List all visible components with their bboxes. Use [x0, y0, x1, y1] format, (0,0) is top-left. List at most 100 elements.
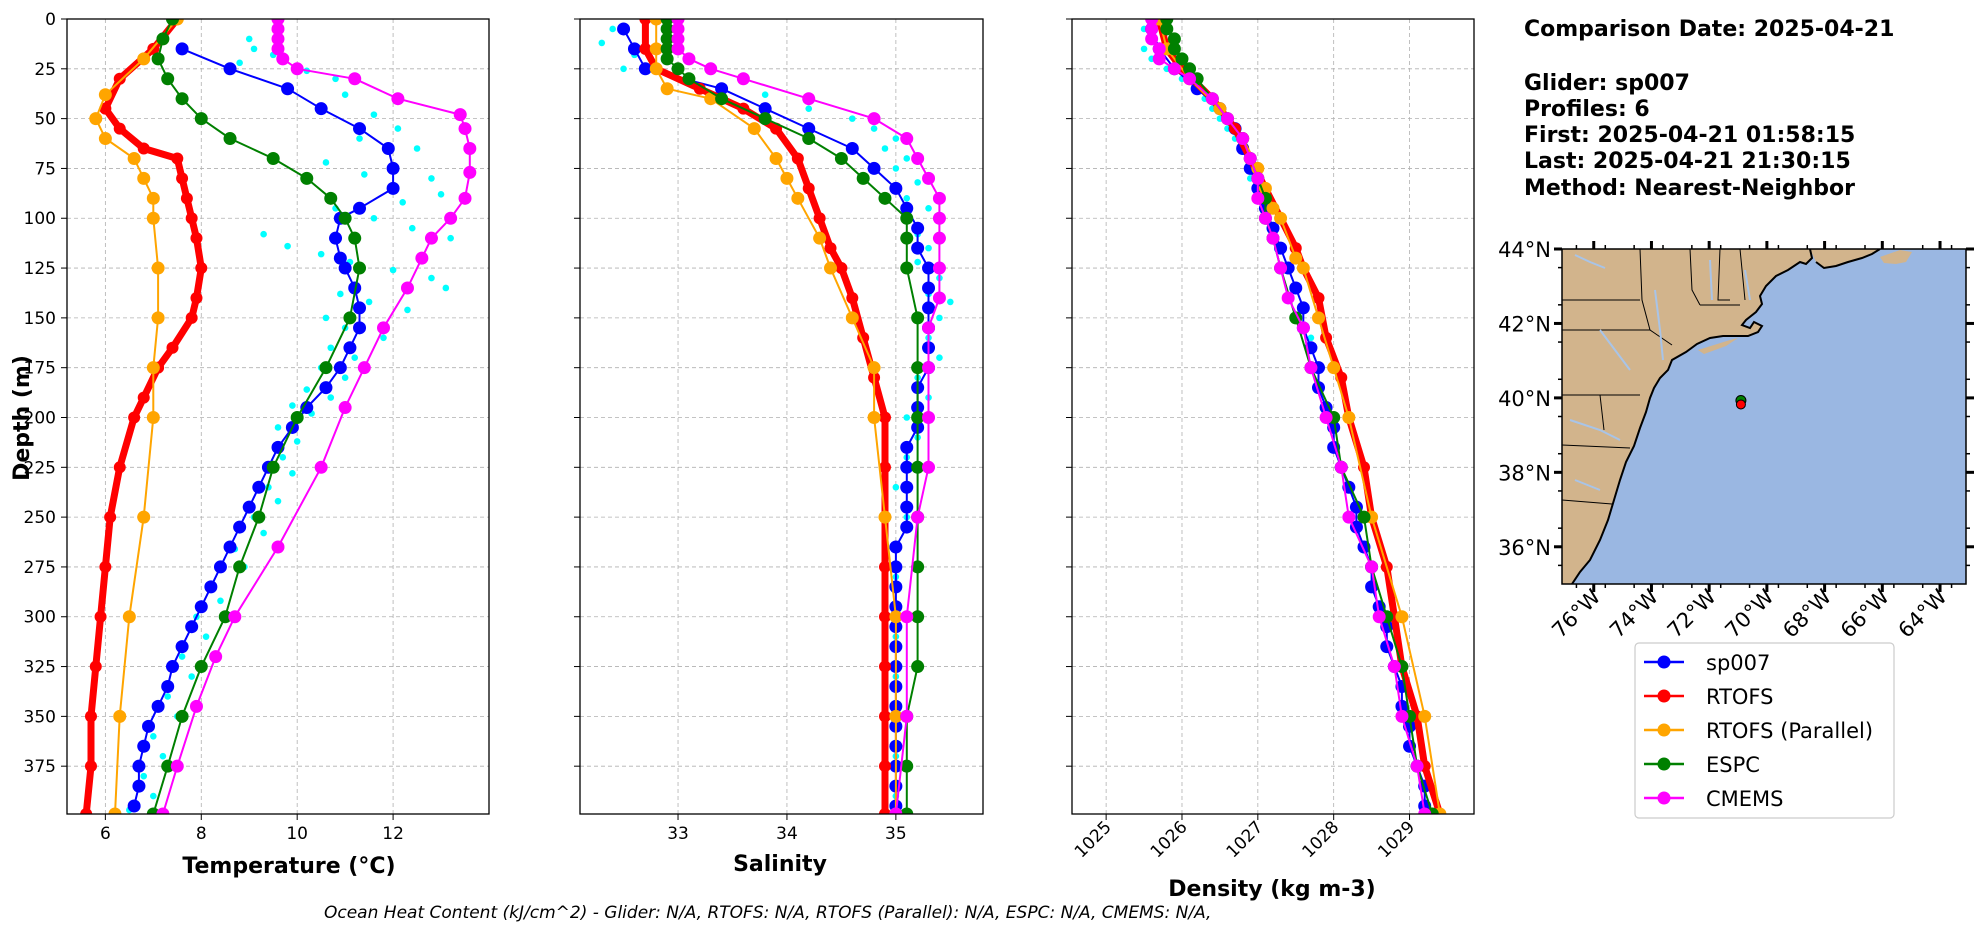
series-marker-rtofs	[878, 411, 891, 424]
map-state-borders	[1562, 249, 1746, 505]
series-marker-sp007	[386, 161, 400, 175]
series-marker-espc	[156, 32, 170, 46]
series-marker-cmems	[1304, 361, 1318, 375]
series-marker-sp007	[142, 719, 156, 733]
y-tick-label: 0	[45, 10, 56, 30]
x-axis-label-density: Density (kg m-3)	[1168, 877, 1376, 902]
info-panel: Comparison Date: 2025-04-21 Glider: sp00…	[1524, 17, 1894, 201]
series-marker-rtofs-parallel	[1327, 361, 1341, 375]
series-marker-rtofs	[137, 142, 150, 155]
series-marker-cmems	[922, 171, 936, 185]
series-marker-cmems	[1387, 660, 1401, 674]
x-tick-label: 12	[382, 824, 404, 844]
glider-point	[279, 454, 287, 461]
series-marker-sp007	[889, 181, 903, 195]
series-marker-sp007	[151, 699, 165, 713]
temperature-series-cmems	[156, 19, 477, 814]
y-tick-label: 75	[34, 159, 56, 179]
series-marker-espc	[900, 211, 914, 225]
salinity-plot-area	[598, 19, 954, 814]
glider-point	[442, 284, 450, 292]
lat-tick-label: 36°N	[1498, 536, 1551, 560]
glider-point	[892, 135, 900, 142]
glider-point	[351, 354, 359, 362]
series-marker-sp007	[319, 381, 333, 395]
series-marker-sp007	[386, 181, 400, 195]
glider-point	[609, 25, 616, 33]
map-rivers	[1569, 254, 1751, 491]
series-marker-sp007	[1349, 520, 1363, 534]
legend-marker	[1657, 655, 1671, 669]
series-marker-rtofs-parallel	[1296, 261, 1310, 275]
glider-point	[892, 483, 900, 491]
series-marker-cmems	[290, 62, 304, 76]
series-marker-espc	[911, 410, 925, 424]
series-marker-cmems	[911, 510, 925, 524]
y-tick-label: 350	[24, 707, 56, 727]
interpolation-method: Method: Nearest-Neighbor	[1524, 176, 1855, 201]
glider-point	[903, 414, 911, 421]
legend-entry-sp007: sp007	[1644, 651, 1770, 675]
glider-point	[337, 290, 344, 298]
series-marker-rtofs	[166, 341, 179, 354]
series-marker-sp007	[223, 62, 237, 76]
series-marker-cmems	[1410, 759, 1424, 773]
series-marker-cmems	[271, 32, 285, 46]
series-marker-sp007	[889, 540, 903, 554]
series-marker-cmems	[271, 22, 285, 36]
series-marker-espc	[715, 92, 729, 106]
series-marker-rtofs	[113, 461, 126, 474]
series-marker-rtofs	[185, 212, 198, 225]
series-marker-sp007	[242, 500, 256, 514]
series-marker-rtofs	[171, 152, 184, 165]
series-marker-sp007	[132, 779, 146, 793]
series-marker-espc	[194, 660, 208, 674]
series-marker-rtofs	[84, 710, 97, 723]
series-marker-rtofs-parallel	[867, 361, 881, 375]
series-marker-cmems	[453, 108, 467, 122]
series-marker-rtofs	[176, 172, 189, 185]
series-marker-espc	[175, 92, 189, 106]
density-plot-area	[1140, 19, 1447, 814]
y-tick-label: 175	[24, 359, 56, 379]
y-tick-label: 25	[34, 60, 56, 80]
glider-point	[925, 244, 932, 252]
series-marker-sp007	[161, 679, 175, 693]
series-marker-espc	[758, 112, 772, 126]
series-marker-espc	[671, 62, 685, 76]
series-marker-rtofs-parallel	[649, 42, 663, 56]
series-marker-espc	[660, 32, 674, 46]
series-marker-rtofs	[190, 232, 203, 245]
glider-point	[356, 135, 363, 142]
series-marker-rtofs-parallel	[813, 231, 827, 245]
salinity-axes-frame	[579, 18, 984, 815]
series-marker-rtofs-parallel	[146, 410, 160, 424]
y-tick-label: 100	[24, 209, 56, 229]
glider-point	[947, 298, 954, 306]
legend-label: ESPC	[1706, 753, 1760, 777]
series-marker-espc	[146, 807, 160, 814]
glider-point	[217, 597, 224, 605]
series-marker-sp007	[1296, 301, 1310, 315]
glider-point	[399, 199, 406, 206]
glider-point	[881, 145, 889, 152]
glider-point	[361, 171, 368, 178]
legend-entry-rtofs-parallel: RTOFS (Parallel)	[1644, 719, 1873, 743]
series-marker-rtofs	[693, 82, 706, 95]
series-marker-espc	[161, 72, 175, 86]
y-tick-label: 225	[24, 458, 56, 478]
series-marker-sp007	[889, 560, 903, 574]
salinity-x-ticks: 33 34 35	[667, 814, 907, 844]
series-marker-rtofs-parallel	[146, 361, 160, 375]
series-marker-sp007	[353, 122, 367, 136]
series-marker-espc	[660, 22, 674, 36]
glider-point	[236, 59, 243, 67]
series-marker-sp007	[194, 600, 208, 614]
series-marker-espc	[660, 52, 674, 66]
series-marker-cmems	[357, 361, 371, 375]
map-land-nova-scotia	[1880, 250, 1912, 264]
legend-label: sp007	[1706, 651, 1770, 675]
series-marker-cmems	[1236, 132, 1250, 146]
series-marker-espc	[900, 261, 914, 275]
series-marker-cmems	[1152, 52, 1166, 66]
